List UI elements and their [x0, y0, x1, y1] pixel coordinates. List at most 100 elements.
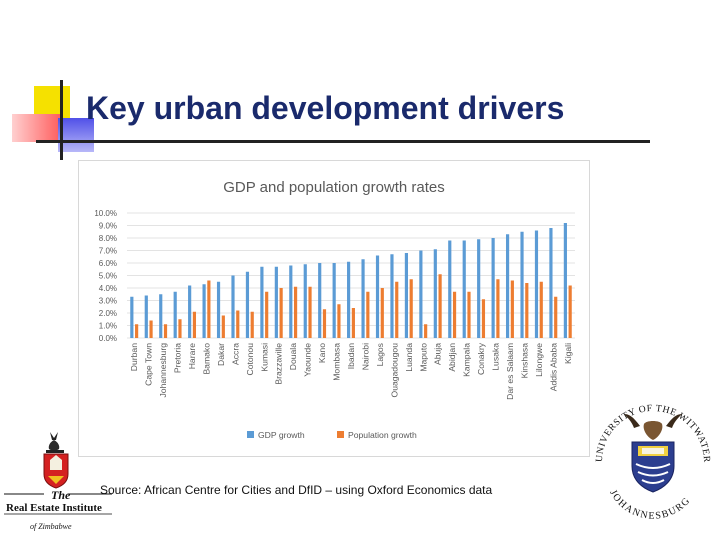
reiz-logo	[4, 432, 112, 515]
gdp-bar	[303, 264, 307, 338]
population-bar	[568, 285, 572, 338]
x-tick-label: Abidjan	[447, 343, 457, 372]
population-bar	[409, 279, 413, 338]
wits-logo: UNIVERSITY OF THE WITWATERSRAND JOHANNES…	[588, 396, 712, 522]
population-bar	[178, 319, 182, 338]
x-tick-label: Kumasi	[259, 343, 269, 372]
gdp-bar	[260, 266, 264, 338]
reiz-crest-icon	[43, 432, 69, 489]
x-tick-label: Addis Ababa	[548, 343, 558, 391]
x-tick-label: Ouagadougou	[389, 343, 399, 398]
x-tick-label: Bamako	[201, 343, 211, 375]
y-tick-label: 8.0%	[99, 234, 117, 243]
x-tick-label: Abuja	[433, 343, 443, 365]
reiz-country-text: of Zimbabwe	[30, 522, 72, 531]
x-tick-label: Mombasa	[332, 343, 342, 381]
y-tick-label: 0.0%	[99, 334, 117, 343]
x-tick-label: Yaounde	[303, 343, 313, 377]
x-tick-label: Brazzaville	[274, 343, 284, 385]
x-tick-label: Cotonou	[245, 343, 255, 376]
gdp-bar	[505, 234, 510, 338]
reiz-name-text: Real Estate Institute	[6, 502, 102, 514]
gdp-bar	[563, 223, 567, 338]
decor-blue-square	[58, 118, 94, 152]
gdp-bar	[404, 253, 409, 338]
y-tick-label: 1.0%	[99, 322, 117, 331]
x-tick-label: Accra	[230, 343, 240, 365]
y-tick-label: 5.0%	[99, 272, 117, 281]
population-bar	[351, 308, 355, 338]
x-tick-label: Johannesburg	[158, 343, 168, 398]
population-bar	[279, 288, 283, 338]
y-tick-label: 3.0%	[99, 297, 117, 306]
population-bar	[149, 320, 153, 338]
x-tick-label: Douala	[288, 343, 298, 370]
population-bar	[539, 281, 543, 338]
slide-title: Key urban development drivers	[86, 90, 565, 126]
growth-chart: GDP and population growth rates 0.0% 1.0% 2…	[94, 179, 575, 440]
gdp-bar	[462, 240, 466, 338]
x-tick-label: Conakry	[476, 342, 486, 375]
legend-label: GDP growth	[258, 430, 305, 440]
x-tick-label: Lilongwe	[534, 343, 544, 377]
y-tick-label: 4.0%	[99, 284, 117, 293]
population-bar	[221, 315, 225, 338]
population-bar	[135, 324, 139, 338]
gdp-bar	[491, 238, 495, 338]
x-tick-label: Nairobi	[360, 343, 370, 370]
population-bar	[265, 291, 269, 338]
x-tick-label: Kano	[317, 343, 327, 363]
population-bar	[337, 304, 341, 338]
population-bar	[207, 280, 211, 338]
gdp-bar	[274, 266, 278, 338]
gdp-bar	[433, 249, 437, 338]
population-bar	[438, 274, 442, 338]
gdp-bar	[202, 284, 206, 338]
x-tick-label: Ibadan	[346, 343, 356, 370]
title-underline	[36, 140, 650, 143]
x-tick-label: Dakar	[216, 343, 226, 366]
population-bar	[467, 291, 471, 338]
population-bar	[293, 286, 298, 338]
y-tick-label: 9.0%	[99, 222, 117, 231]
x-tick-label: Kigali	[563, 343, 573, 364]
gdp-bar	[448, 240, 452, 338]
x-tick-label: Durban	[129, 343, 139, 371]
gdp-bar	[419, 250, 423, 338]
population-bar	[192, 311, 197, 338]
y-tick-label: 7.0%	[99, 247, 117, 256]
population-bar	[424, 324, 428, 338]
gdp-bar	[361, 259, 365, 338]
gdp-bar	[375, 255, 380, 338]
population-bar	[380, 288, 384, 338]
gdp-bar	[144, 295, 148, 338]
x-tick-label: Pretoria	[173, 343, 183, 373]
reiz-the-text: The	[51, 488, 71, 502]
decor-vertical-line	[60, 80, 63, 160]
gdp-bar	[318, 263, 322, 338]
legend-label: Population growth	[348, 430, 417, 440]
x-tick-label: Lusaka	[491, 343, 501, 371]
legend-swatch	[337, 431, 344, 438]
x-tick-label: Kampala	[462, 343, 472, 377]
gdp-bar	[347, 261, 351, 338]
population-bar	[481, 299, 486, 338]
gdp-bar	[130, 296, 134, 338]
population-bar	[322, 309, 327, 338]
decor-red-bar	[12, 114, 62, 142]
wits-bottom-arc-text: JOHANNESBURG	[607, 488, 693, 522]
population-bar	[510, 280, 514, 338]
population-bar	[554, 296, 558, 338]
chart-title: GDP and population growth rates	[223, 179, 445, 196]
population-bar	[163, 324, 168, 338]
source-note: Source: African Centre for Cities and Df…	[100, 483, 493, 497]
x-tick-label: Lagos	[375, 343, 385, 366]
x-tick-label: Cape Town	[144, 343, 154, 386]
chart-container: GDP and population growth rates 0.0% 1.0% 2…	[78, 160, 590, 457]
x-tick-label: Harare	[187, 343, 197, 369]
population-bar	[395, 281, 399, 338]
gdp-bar	[159, 294, 163, 338]
gdp-bar	[289, 265, 293, 338]
x-tick-label: Kinshasa	[519, 343, 529, 379]
population-bar	[496, 279, 500, 338]
